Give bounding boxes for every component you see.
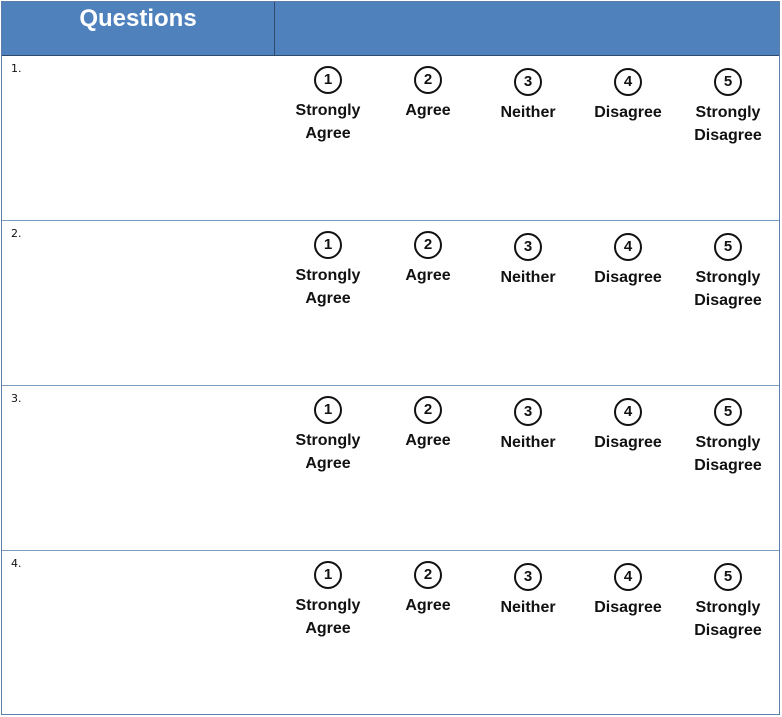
rating-label: Agree [405,597,451,614]
rating-label: Strongly Agree [295,597,361,637]
rating-label: Strongly Disagree [694,434,762,474]
rating-label: Disagree [594,269,662,286]
rating-option-5[interactable]: 5 Strongly Disagree [673,233,782,312]
rating-option-1[interactable]: 1 Strongly Agree [273,231,383,310]
question-row: 3. 1 Strongly Agree 2 Agree 3 Neither 4 Disagree… [2,386,779,551]
rating-label: Neither [500,269,556,286]
rating-circle[interactable]: 1 [314,396,342,424]
rating-circle[interactable]: 3 [514,68,542,96]
rating-label: Neither [500,104,556,121]
rating-circle[interactable]: 2 [414,561,442,589]
rating-label: Strongly Disagree [694,104,762,144]
rating-option-3[interactable]: 3 Neither [473,398,583,454]
rating-label: Disagree [594,104,662,121]
rating-label: Disagree [594,599,662,616]
rating-circle[interactable]: 3 [514,563,542,591]
rating-circle[interactable]: 3 [514,398,542,426]
options-header [275,2,779,55]
rating-circle[interactable]: 4 [614,233,642,261]
question-number: 4. [11,557,22,570]
rating-option-2[interactable]: 2 Agree [373,231,483,287]
question-number: 3. [11,392,22,405]
rating-circle[interactable]: 2 [414,66,442,94]
question-row: 4. 1 Strongly Agree 2 Agree 3 Neither 4 Disagree… [2,551,779,715]
rating-option-4[interactable]: 4 Disagree [573,233,683,289]
question-number: 2. [11,227,22,240]
rating-label: Neither [500,434,556,451]
rating-circle[interactable]: 4 [614,68,642,96]
rating-circle[interactable]: 5 [714,563,742,591]
rating-label: Strongly Disagree [694,269,762,309]
rating-label: Strongly Disagree [694,599,762,639]
rating-label: Strongly Agree [295,267,361,307]
rating-circle[interactable]: 1 [314,66,342,94]
rating-label: Agree [405,102,451,119]
rating-circle[interactable]: 4 [614,563,642,591]
rating-option-1[interactable]: 1 Strongly Agree [273,396,383,475]
question-row: 1. 1 Strongly Agree 2 Agree 3 Neither 4 Disagree… [2,56,779,221]
rating-circle[interactable]: 1 [314,231,342,259]
rating-circle[interactable]: 3 [514,233,542,261]
table-header: Questions [2,2,779,56]
rating-circle[interactable]: 5 [714,233,742,261]
rating-circle[interactable]: 5 [714,398,742,426]
rating-label: Strongly Agree [295,432,361,472]
question-row: 2. 1 Strongly Agree 2 Agree 3 Neither 4 Disagree… [2,221,779,386]
questions-header: Questions [2,2,275,55]
rating-option-4[interactable]: 4 Disagree [573,563,683,619]
rating-option-4[interactable]: 4 Disagree [573,68,683,124]
rating-option-5[interactable]: 5 Strongly Disagree [673,68,782,147]
rating-option-3[interactable]: 3 Neither [473,233,583,289]
rating-option-4[interactable]: 4 Disagree [573,398,683,454]
rating-label: Agree [405,267,451,284]
rating-circle[interactable]: 2 [414,231,442,259]
rating-option-2[interactable]: 2 Agree [373,396,483,452]
rating-circle[interactable]: 2 [414,396,442,424]
rating-option-1[interactable]: 1 Strongly Agree [273,561,383,640]
rating-option-1[interactable]: 1 Strongly Agree [273,66,383,145]
rating-option-5[interactable]: 5 Strongly Disagree [673,563,782,642]
rating-circle[interactable]: 5 [714,68,742,96]
rating-label: Strongly Agree [295,102,361,142]
rating-label: Agree [405,432,451,449]
rating-option-5[interactable]: 5 Strongly Disagree [673,398,782,477]
rating-option-3[interactable]: 3 Neither [473,68,583,124]
rating-circle[interactable]: 4 [614,398,642,426]
rating-option-2[interactable]: 2 Agree [373,66,483,122]
rating-option-2[interactable]: 2 Agree [373,561,483,617]
question-number: 1. [11,62,22,75]
rating-circle[interactable]: 1 [314,561,342,589]
rating-label: Disagree [594,434,662,451]
rating-label: Neither [500,599,556,616]
rating-option-3[interactable]: 3 Neither [473,563,583,619]
